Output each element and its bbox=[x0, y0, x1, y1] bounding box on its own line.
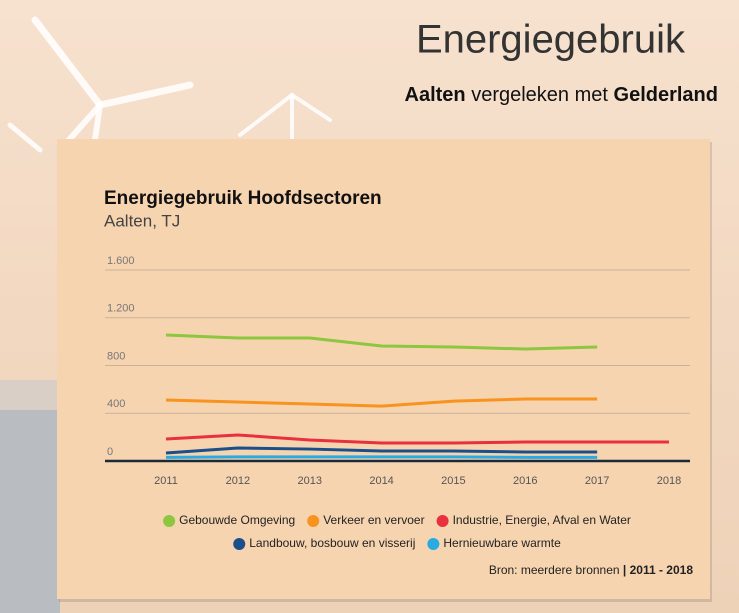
y-tick-label: 1.600 bbox=[107, 255, 135, 267]
x-tick-label: 2016 bbox=[513, 475, 537, 487]
legend-row: Gebouwde Omgeving Verkeer en vervoer Indus… bbox=[163, 513, 631, 527]
y-tick-label: 800 bbox=[107, 350, 125, 362]
x-tick-label: 2011 bbox=[154, 475, 178, 487]
horizon bbox=[0, 380, 60, 410]
chart-title: Energiegebruik Hoofdsectoren bbox=[104, 188, 382, 209]
x-tick-label: 2014 bbox=[369, 475, 393, 487]
subtitle-place: Aalten bbox=[405, 84, 466, 106]
series-line bbox=[165, 446, 598, 455]
x-tick-label: 2017 bbox=[585, 475, 609, 487]
page-subtitle: Aalten vergeleken met Gelderland bbox=[405, 84, 718, 106]
sea bbox=[0, 400, 60, 613]
source-period: | 2011 - 2018 bbox=[623, 563, 693, 577]
page-title: Energiegebruik bbox=[416, 18, 686, 62]
y-tick-label: 0 bbox=[107, 446, 113, 458]
y-tick-label: 400 bbox=[107, 398, 125, 410]
legend-label: Hernieuwbare warmte bbox=[443, 536, 561, 550]
x-tick-label: 2012 bbox=[226, 475, 250, 487]
legend-label: Landbouw, bosbouw en visserij bbox=[249, 536, 415, 550]
series-line bbox=[165, 397, 598, 408]
legend-label: Verkeer en vervoer bbox=[323, 513, 424, 527]
legend-swatch bbox=[436, 515, 449, 527]
x-tick-label: 2013 bbox=[297, 475, 321, 487]
source-text: Bron: meerdere bronnen bbox=[489, 563, 620, 577]
legend-label: Gebouwde Omgeving bbox=[179, 513, 295, 527]
legend-swatch bbox=[427, 538, 440, 550]
source: Bron: meerdere bronnen | 2011 - 2018 bbox=[489, 563, 694, 577]
series-line bbox=[165, 333, 598, 351]
series-line bbox=[165, 455, 598, 459]
legend-label: Industrie, Energie, Afval en Water bbox=[453, 513, 631, 527]
y-tick-label: 1.200 bbox=[107, 303, 135, 315]
legend-row: Landbouw, bosbouw en visserij Hernieuwbar… bbox=[233, 536, 561, 550]
subtitle-middle: vergeleken met bbox=[471, 84, 608, 106]
chart-subtitle: Aalten, TJ bbox=[104, 211, 180, 230]
subtitle-region: Gelderland bbox=[614, 84, 718, 106]
legend-swatch bbox=[307, 515, 320, 527]
series-line bbox=[165, 433, 669, 445]
legend-swatch bbox=[233, 538, 246, 550]
x-tick-label: 2018 bbox=[657, 475, 681, 487]
x-tick-label: 2015 bbox=[441, 475, 465, 487]
legend-swatch bbox=[163, 515, 176, 527]
wind-turbines bbox=[7, 16, 332, 163]
